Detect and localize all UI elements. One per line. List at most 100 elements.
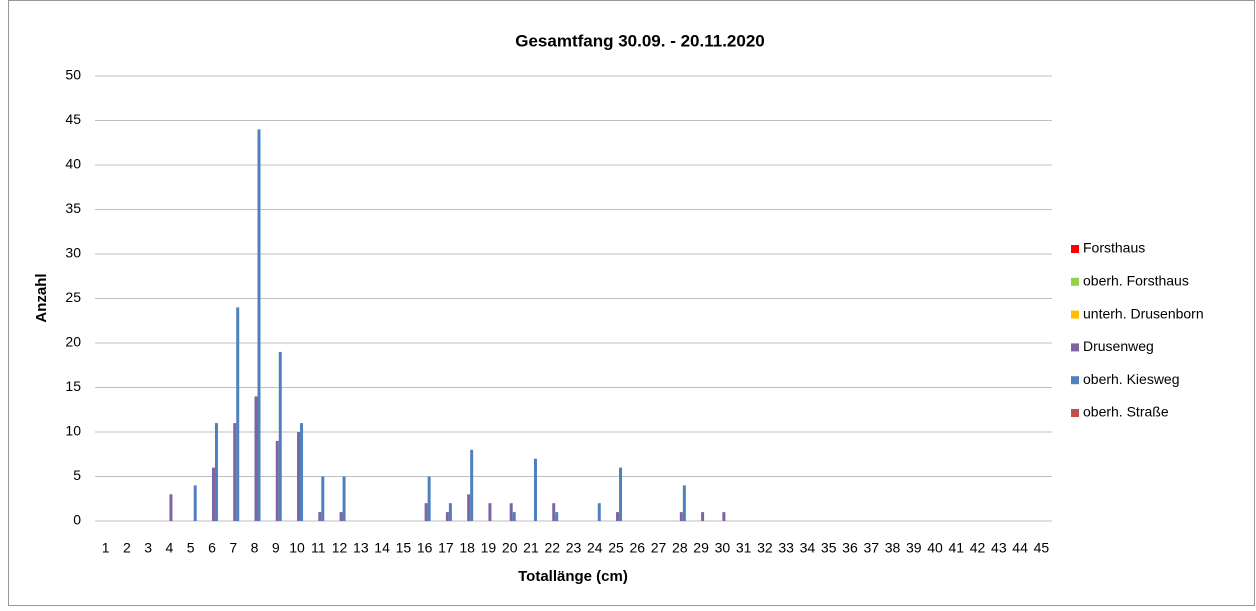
x-tick-label: 13: [353, 540, 369, 556]
x-tick-label: 37: [863, 540, 879, 556]
x-tick-label: 22: [544, 540, 560, 556]
legend-swatch: [1071, 376, 1079, 385]
x-tick-label: 32: [757, 540, 773, 556]
x-tick-label: 36: [842, 540, 858, 556]
x-tick-label: 23: [566, 540, 582, 556]
y-tick-label: 50: [65, 67, 81, 83]
x-tick-label: 39: [906, 540, 922, 556]
x-tick-label: 24: [587, 540, 603, 556]
x-tick-label: 1: [102, 540, 110, 556]
bar: [278, 351, 282, 521]
x-tick-label: 11: [311, 540, 326, 556]
legend-swatch: [1071, 343, 1079, 352]
legend-label: Drusenweg: [1083, 338, 1154, 354]
x-tick-label: 35: [821, 540, 837, 556]
x-tick-label: 41: [949, 540, 965, 556]
x-tick-label: 8: [251, 540, 259, 556]
bar: [254, 396, 258, 521]
bar: [470, 449, 474, 521]
y-axis-label: Anzahl: [33, 273, 50, 322]
bar: [509, 503, 513, 521]
bar: [214, 423, 218, 521]
bar: [233, 423, 237, 521]
legend-swatch: [1071, 310, 1079, 319]
legend-swatch: [1071, 245, 1079, 253]
x-tick-label: 28: [672, 540, 688, 556]
bar: [682, 485, 686, 521]
bar: [488, 503, 492, 521]
bar: [467, 494, 471, 521]
x-tick-label: 6: [208, 540, 216, 556]
legend-label: unterh. Drusenborn: [1083, 305, 1204, 321]
x-tick-label: 3: [144, 540, 152, 556]
x-tick-label: 10: [289, 540, 305, 556]
y-tick-label: 45: [65, 111, 81, 127]
bar: [722, 512, 726, 521]
x-tick-label: 18: [459, 540, 475, 556]
bar: [597, 503, 601, 521]
bar: [679, 512, 683, 521]
bar: [300, 423, 304, 521]
bar: [616, 512, 620, 521]
bar: [701, 512, 705, 521]
x-tick-label: 21: [523, 540, 539, 556]
x-tick-label: 2: [123, 540, 131, 556]
x-tick-label: 9: [272, 540, 280, 556]
bar: [512, 512, 516, 521]
x-tick-label: 14: [374, 540, 390, 556]
x-tick-label: 38: [885, 540, 901, 556]
x-tick-label: 43: [991, 540, 1007, 556]
x-tick-label: 33: [778, 540, 794, 556]
x-tick-label: 34: [800, 540, 816, 556]
bar: [321, 476, 325, 521]
x-tick-label: 30: [715, 540, 731, 556]
legend-swatch: [1071, 409, 1079, 417]
legend-label: Forsthaus: [1083, 240, 1145, 256]
y-tick-label: 20: [65, 334, 81, 350]
x-tick-label: 25: [608, 540, 624, 556]
legend-label: oberh. Forsthaus: [1083, 273, 1189, 289]
bar: [552, 503, 556, 521]
bar: [275, 440, 279, 521]
x-tick-label: 17: [438, 540, 454, 556]
bar: [342, 476, 346, 521]
y-tick-label: 40: [65, 156, 81, 172]
bar: [257, 129, 261, 521]
x-tick-label: 44: [1012, 540, 1028, 556]
bar: [448, 503, 452, 521]
x-tick-label: 42: [970, 540, 986, 556]
bar: [424, 503, 428, 521]
x-tick-label: 15: [396, 540, 412, 556]
x-tick-label: 31: [736, 540, 752, 556]
x-tick-label: 20: [502, 540, 518, 556]
x-tick-label: 40: [927, 540, 943, 556]
bar: [318, 512, 322, 521]
bar: [169, 494, 173, 521]
x-tick-label: 45: [1034, 540, 1050, 556]
x-tick-label: 26: [630, 540, 646, 556]
bar: [555, 512, 559, 521]
x-tick-label: 12: [332, 540, 348, 556]
legend-label: oberh. Straße: [1083, 404, 1169, 420]
chart-title: Gesamtfang 30.09. - 20.11.2020: [515, 31, 765, 50]
x-tick-label: 5: [187, 540, 195, 556]
legend-swatch: [1071, 277, 1079, 286]
y-tick-label: 5: [73, 467, 81, 483]
bar: [533, 458, 537, 521]
bar: [236, 307, 240, 521]
x-tick-label: 4: [166, 540, 174, 556]
bar: [339, 512, 343, 521]
x-tick-label: 16: [417, 540, 433, 556]
x-tick-label: 29: [693, 540, 709, 556]
bar: [619, 467, 623, 521]
y-tick-label: 15: [65, 378, 81, 394]
bar: [445, 512, 449, 521]
x-tick-label: 7: [229, 540, 237, 556]
bar: [193, 485, 197, 521]
x-tick-label: 19: [481, 540, 497, 556]
bar: [211, 467, 215, 521]
bar: [297, 432, 301, 521]
y-tick-label: 25: [65, 289, 81, 305]
legend-label: oberh. Kiesweg: [1083, 371, 1180, 387]
